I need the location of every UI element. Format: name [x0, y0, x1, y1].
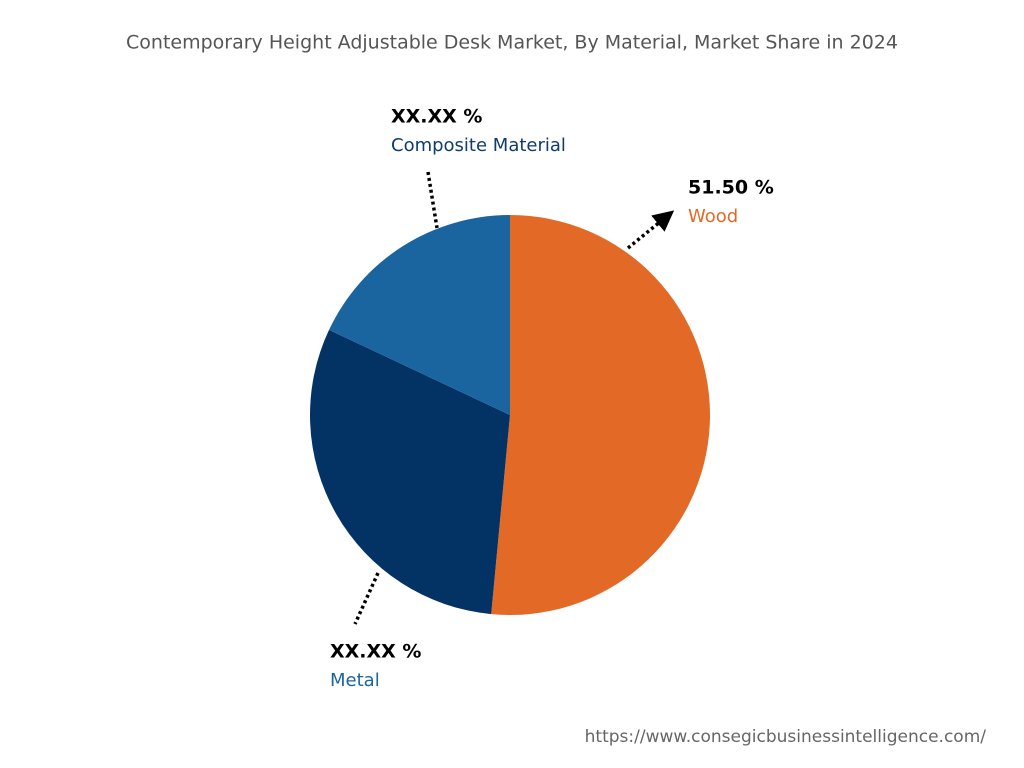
category-label: Wood: [688, 206, 738, 227]
data-label: XX.XX %: [391, 106, 482, 128]
pie-slice: [491, 215, 711, 615]
leader-line: [626, 210, 675, 250]
leader-line: [353, 572, 380, 625]
chart-title: Contemporary Height Adjustable Desk Mark…: [126, 32, 898, 54]
pie-slice: [329, 215, 510, 415]
category-label: Composite Material: [391, 135, 566, 156]
pie: [310, 215, 711, 615]
leader-line: [426, 171, 439, 229]
source-url: https://www.consegicbusinessintelligence…: [585, 727, 987, 747]
pie-slice: [310, 329, 510, 615]
data-label: XX.XX %: [330, 641, 421, 663]
category-label: Metal: [330, 670, 380, 691]
data-label: 51.50 %: [688, 177, 774, 199]
